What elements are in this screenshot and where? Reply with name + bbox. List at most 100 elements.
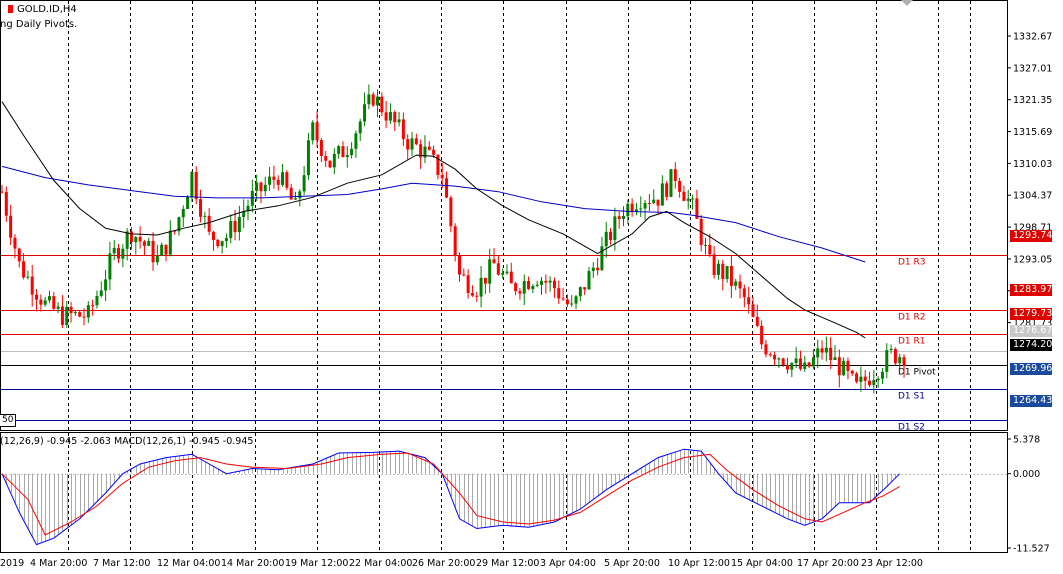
candle-body (716, 263, 720, 275)
candle-body (656, 199, 660, 206)
candle-body (837, 357, 841, 376)
price-tick-label: 1310.03 (1013, 159, 1052, 170)
macd-main-line (1, 448, 901, 546)
candle-body (682, 191, 686, 201)
candle-body (462, 274, 466, 276)
candle-body (872, 379, 876, 386)
candle-body (678, 180, 682, 192)
pivot-label-r2: D1 R2 (898, 313, 926, 323)
candle-body (315, 122, 319, 141)
candle-body (155, 255, 159, 263)
candle-body (868, 380, 872, 386)
candle-body (160, 244, 164, 256)
candle-body (272, 176, 276, 180)
candle-body (850, 370, 854, 374)
time-axis-label: 4 Mar 20:00 (30, 558, 87, 569)
candle-body (401, 119, 405, 140)
candle-body (82, 316, 86, 318)
candle-body (0, 191, 4, 193)
candle-body (760, 325, 764, 345)
candle-body (211, 231, 215, 240)
candle-body (4, 191, 8, 216)
candle-body (725, 265, 729, 279)
candle-body (824, 347, 828, 353)
candle-body (747, 297, 751, 305)
candle-body (414, 138, 418, 145)
candle-body (332, 153, 336, 168)
candle-body (367, 94, 371, 105)
candle-body (609, 231, 613, 240)
candle-body (781, 358, 785, 365)
candle-body (712, 254, 716, 275)
candle-body (449, 197, 453, 227)
price-tick-label: 1298.71 (1013, 223, 1052, 234)
pivot-price-badge: 1274.20 (1010, 339, 1052, 351)
candle-body (596, 267, 600, 271)
candle-body (186, 197, 190, 210)
macd-tick-label: 0.000 (1013, 469, 1040, 480)
candle-body (22, 261, 26, 278)
candle-body (902, 357, 906, 367)
candle-body (889, 348, 893, 351)
candle-body (397, 119, 401, 123)
time-axis-label: 7 Mar 12:00 (93, 558, 150, 569)
candle-body (73, 312, 77, 314)
candle-body (794, 358, 798, 364)
candle-body (514, 283, 518, 292)
candle-body (47, 296, 51, 301)
candle-body (686, 198, 690, 201)
candle-body (842, 360, 846, 376)
symbol-color-icon (8, 5, 13, 13)
candle-body (91, 305, 95, 307)
candle-body (583, 287, 587, 290)
candle-body (453, 226, 457, 256)
candle-body (319, 140, 323, 157)
candle-body (859, 376, 863, 382)
macd-tick-label: -11.527 (1013, 544, 1050, 555)
candle-body (43, 300, 47, 305)
candle-body (237, 217, 241, 233)
candle-body (496, 263, 500, 275)
candle-body (695, 198, 699, 219)
period-badge[interactable]: 50 (0, 414, 17, 427)
candle-body (622, 215, 626, 219)
candle-body (578, 287, 582, 297)
candle-body (246, 205, 250, 212)
macd-pane-frame (0, 432, 1008, 553)
candle-body (410, 138, 414, 150)
candle-body (898, 357, 902, 364)
candle-body (470, 292, 474, 296)
price-tick-label: 1281.73 (1013, 318, 1052, 329)
time-axis-label: 23 Apr 12:00 (861, 558, 923, 569)
candle-body (773, 355, 777, 360)
r2-price-badge: 1283.97 (1010, 284, 1052, 296)
candle-body (786, 364, 790, 370)
candle-body (52, 296, 56, 309)
candle-body (803, 362, 807, 369)
candle-body (358, 121, 362, 134)
candle-body (777, 358, 781, 360)
candle-body (704, 244, 708, 246)
candle-body (285, 172, 289, 188)
candle-body (259, 182, 263, 192)
symbol-text: GOLD.ID,H4 (17, 4, 77, 15)
candle-body (142, 241, 146, 246)
candle-body (125, 231, 129, 249)
candle-body (527, 280, 531, 290)
candle-body (755, 316, 759, 326)
candle-body (552, 280, 556, 289)
ma-fast-line (1, 101, 866, 339)
candle-body (639, 208, 643, 210)
candle-body (634, 209, 638, 213)
candle-body (229, 220, 233, 239)
candle-body (643, 202, 647, 209)
candle-body (600, 246, 604, 271)
candle-body (263, 184, 267, 192)
candle-body (893, 348, 897, 364)
time-axis-label: 12 Mar 04:00 (157, 558, 220, 569)
candle-body (540, 280, 543, 285)
price-tick-label: 1293.05 (1013, 254, 1052, 265)
time-axis-label: 29 Mar 12:00 (476, 558, 539, 569)
